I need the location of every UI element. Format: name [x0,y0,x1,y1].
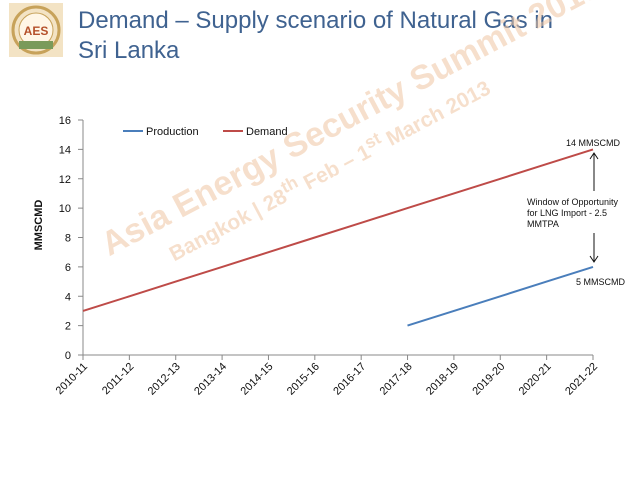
series-line-demand [82,148,594,312]
x-tick-label: 2020-21 [517,361,554,398]
y-tick-label: 2 [65,321,71,333]
legend-label-production: Production [146,126,199,138]
x-tick-label: 2019-20 [470,361,507,398]
x-tick-label: 2018-19 [424,361,461,398]
slide-title-line1: Demand – Supply scenario of Natural Gas … [78,7,553,34]
y-axis: 0 2 4 6 8 10 12 14 16 [59,115,84,362]
x-tick-label: 2017-18 [378,361,415,398]
x-tick-label: 2012-13 [146,361,183,398]
summit-logo: AES [9,3,63,57]
window-arrow [589,152,599,263]
y-tick-label: 10 [59,203,71,215]
legend: Production Demand [123,126,288,138]
y-tick-label: 12 [59,174,71,186]
annotation-production-end: 5 MMSCMD [576,277,625,287]
y-tick-label: 0 [65,350,71,362]
slide-title-line2: Sri Lanka [78,37,180,64]
x-tick-label: 2010-11 [54,361,90,397]
x-tick-label: 2016-17 [331,361,368,398]
logo-text: AES [24,24,49,38]
x-tick-label: 2011-12 [100,361,136,397]
y-axis-title: MMSCMD [33,200,45,251]
y-tick-label: 4 [65,291,71,303]
annotation-demand-end: 14 MMSCMD [566,138,621,148]
series [82,148,594,327]
y-tick-label: 16 [59,115,71,127]
slide-title: Demand – Supply scenario of Natural Gas … [78,6,618,66]
annotation-window-line2: for LNG Import - 2.5 [527,208,607,218]
annotation-window-line3: MMTPA [527,219,559,229]
x-tick-label: 2013-14 [192,361,229,398]
legend-label-demand: Demand [246,126,288,138]
annotation-window-line1: Window of Opportunity [527,197,619,207]
series-line-production [407,265,594,327]
x-tick-label: 2021-22 [563,361,600,398]
y-tick-label: 6 [65,262,71,274]
x-tick-label: 2015-16 [285,361,322,398]
x-tick-label: 2014-15 [239,361,276,398]
y-tick-label: 14 [59,144,71,156]
y-tick-label: 8 [65,233,71,245]
x-axis: 2010-11 2011-12 2012-13 2013-14 2014-15 2015-… [54,354,600,398]
